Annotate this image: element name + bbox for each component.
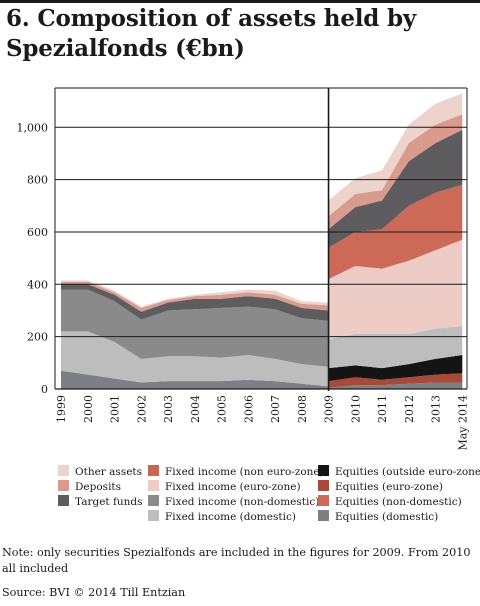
legend-item-target-funds: Target funds <box>58 495 142 509</box>
y-tick-label: 400 <box>27 278 48 291</box>
x-tick-label: 2012 <box>403 395 416 423</box>
legend-label: Equities (non-domestic) <box>335 496 462 508</box>
legend-label: Target funds <box>75 496 143 508</box>
area-target-funds-panel-2 <box>328 129 463 248</box>
chart-source: Source: BVI © 2014 Till Entzian <box>2 586 186 599</box>
legend-item-fixed-income-domestic: Fixed income (domestic) <box>148 510 296 524</box>
y-tick-label: 1,000 <box>17 121 49 134</box>
x-tick-label: 2006 <box>242 395 255 423</box>
area-other-assets-panel-1 <box>61 280 329 308</box>
legend-label: Equities (euro-zone) <box>335 481 443 493</box>
legend-swatch <box>148 495 159 506</box>
area-equities-outside-euro-zone-panel-2 <box>328 355 463 382</box>
chart-note: Note: only securities Spezialfonds are i… <box>2 546 471 575</box>
legend-item-equities-domestic: Equities (domestic) <box>318 510 438 524</box>
legend-swatch <box>148 480 159 491</box>
legend-swatch <box>148 510 159 521</box>
legend-label: Fixed income (non euro-zone) <box>165 466 324 478</box>
legend-swatch <box>148 465 159 476</box>
legend-item-equities-non-domestic: Equities (non-domestic) <box>318 495 462 509</box>
x-tick-label: 2008 <box>296 395 309 423</box>
x-tick-label: 2009 <box>323 395 336 423</box>
legend-swatch <box>58 465 69 476</box>
x-tick-label: 2011 <box>376 395 389 423</box>
legend-swatch <box>318 510 329 521</box>
chart-legend: Other assets Deposits Target funds Fixed… <box>0 465 480 545</box>
area-fixed-income-domestic-panel-1 <box>61 331 329 387</box>
x-tick-label: 2013 <box>430 395 443 423</box>
legend-label: Fixed income (non-domestic) <box>165 496 320 508</box>
y-tick-label: 800 <box>27 174 48 187</box>
legend-label: Equities (outside euro-zone) <box>335 466 480 478</box>
stacked-area-chart: 0 200 400 600 800 1,000 1999 2000 2001 2002 2003 20… <box>17 87 469 451</box>
area-fixed-income-non-domestic-panel-1 <box>61 289 329 367</box>
x-tick-label: 2002 <box>135 395 148 423</box>
legend-label: Fixed income (euro-zone) <box>165 481 301 493</box>
legend-swatch <box>318 495 329 506</box>
x-tick-label: 2010 <box>349 395 362 423</box>
x-tick-label: 2005 <box>216 395 229 423</box>
legend-item-equities-outside-euro-zone: Equities (outside euro-zone) <box>318 465 480 479</box>
legend-item-equities-euro-zone: Equities (euro-zone) <box>318 480 443 494</box>
y-tick-label: 600 <box>27 226 48 239</box>
legend-item-fixed-income-non-euro-zone: Fixed income (non euro-zone) <box>148 465 324 479</box>
legend-label: Other assets <box>75 466 143 478</box>
legend-item-fixed-income-euro-zone: Fixed income (euro-zone) <box>148 480 301 494</box>
legend-swatch <box>318 465 329 476</box>
x-tick-label: 2003 <box>162 395 175 423</box>
top-rule <box>0 0 480 3</box>
y-tick-label: 200 <box>27 331 48 344</box>
x-tick-label: 2004 <box>189 395 202 423</box>
legend-label: Deposits <box>75 481 122 493</box>
legend-swatch <box>58 495 69 506</box>
area-other-assets-panel-2 <box>328 93 463 217</box>
x-tick-label: 2000 <box>82 395 95 423</box>
area-equities-domestic-panel-1 <box>61 370 329 389</box>
area-deposits-panel-2 <box>328 114 463 230</box>
x-tick-label: 2001 <box>109 395 122 423</box>
x-tick-label: May 2014 <box>456 395 469 451</box>
area-target-funds-panel-1 <box>61 284 329 321</box>
y-tick-label: 0 <box>41 383 48 396</box>
legend-label: Fixed income (domestic) <box>165 511 296 523</box>
chart-title: 6. Composition of assets held by Spezial… <box>6 5 417 62</box>
x-tick-label: 1999 <box>55 395 68 423</box>
legend-label: Equities (domestic) <box>335 511 439 523</box>
x-tick-label: 2007 <box>269 395 282 423</box>
legend-item-fixed-income-non-domestic: Fixed income (non-domestic) <box>148 495 319 509</box>
area-equities-domestic-panel-2 <box>328 382 463 389</box>
area-equities-euro-zone-panel-2 <box>328 373 463 388</box>
legend-swatch <box>58 480 69 491</box>
legend-item-deposits: Deposits <box>58 480 121 494</box>
area-fixed-income-euro-zone-panel-2 <box>328 239 463 340</box>
legend-swatch <box>318 480 329 491</box>
area-deposits-panel-1 <box>61 281 329 312</box>
legend-item-other-assets: Other assets <box>58 465 142 479</box>
